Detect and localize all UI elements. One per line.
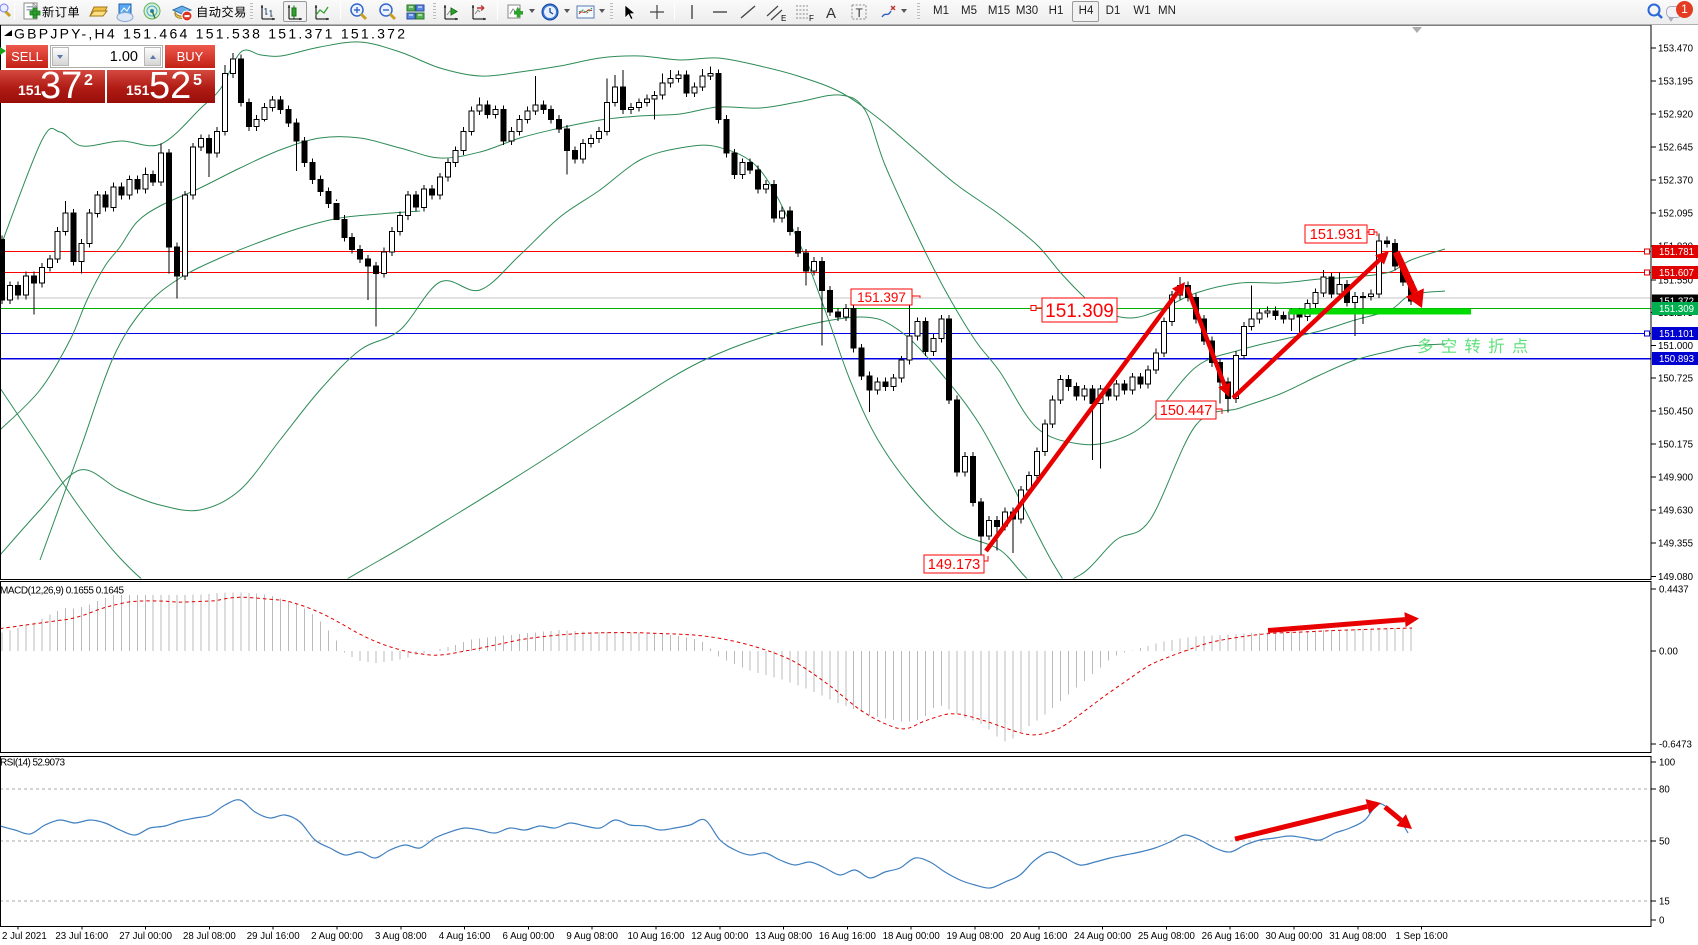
svg-text:151.309: 151.309 bbox=[1659, 304, 1694, 315]
svg-text:152.920: 152.920 bbox=[1658, 109, 1694, 120]
svg-text:19 Aug 08:00: 19 Aug 08:00 bbox=[946, 931, 1004, 942]
svg-text:24 Aug 00:00: 24 Aug 00:00 bbox=[1074, 931, 1132, 942]
svg-text:151.550: 151.550 bbox=[1658, 275, 1694, 286]
svg-text:151.000: 151.000 bbox=[1658, 341, 1694, 352]
svg-text:151.607: 151.607 bbox=[1659, 268, 1694, 279]
svg-text:T: T bbox=[856, 6, 864, 20]
svg-text:149.080: 149.080 bbox=[1658, 572, 1694, 583]
svg-text:31 Aug 08:00: 31 Aug 08:00 bbox=[1329, 931, 1387, 942]
svg-text:1 Sep 16:00: 1 Sep 16:00 bbox=[1395, 931, 1448, 942]
svg-text:152.370: 152.370 bbox=[1658, 175, 1694, 186]
svg-text:20 Aug 16:00: 20 Aug 16:00 bbox=[1010, 931, 1068, 942]
svg-text:30 Aug 00:00: 30 Aug 00:00 bbox=[1265, 931, 1323, 942]
svg-text:80: 80 bbox=[1659, 784, 1670, 795]
svg-text:A: A bbox=[826, 5, 836, 22]
svg-text:27 Jul 00:00: 27 Jul 00:00 bbox=[119, 931, 172, 942]
svg-text:F: F bbox=[809, 14, 814, 23]
svg-text:25 Aug 08:00: 25 Aug 08:00 bbox=[1138, 931, 1196, 942]
svg-text:152.095: 152.095 bbox=[1658, 208, 1693, 219]
svg-text:151.309: 151.309 bbox=[1045, 301, 1114, 322]
svg-text:153.470: 153.470 bbox=[1658, 43, 1694, 54]
svg-text:4 Aug 16:00: 4 Aug 16:00 bbox=[439, 931, 491, 942]
svg-text:149.900: 149.900 bbox=[1658, 472, 1694, 483]
svg-text:50: 50 bbox=[1659, 836, 1670, 847]
svg-text:0.00: 0.00 bbox=[1659, 646, 1678, 657]
svg-text:151.781: 151.781 bbox=[1659, 247, 1694, 258]
svg-text:26 Aug 16:00: 26 Aug 16:00 bbox=[1202, 931, 1260, 942]
svg-text:13 Aug 08:00: 13 Aug 08:00 bbox=[755, 931, 813, 942]
svg-text:150.450: 150.450 bbox=[1658, 406, 1694, 417]
svg-text:150.447: 150.447 bbox=[1160, 403, 1212, 419]
svg-text:GBPJPY-,H4 151.464 151.538 15: GBPJPY-,H4 151.464 151.538 151.371 151.3… bbox=[14, 26, 405, 42]
svg-text:-0.6473: -0.6473 bbox=[1659, 739, 1692, 750]
svg-text:E: E bbox=[781, 14, 786, 23]
svg-text:9 Aug 08:00: 9 Aug 08:00 bbox=[566, 931, 618, 942]
svg-text:15: 15 bbox=[1659, 896, 1670, 907]
svg-text:150.725: 150.725 bbox=[1658, 373, 1693, 384]
svg-text:151.931: 151.931 bbox=[1310, 227, 1362, 243]
svg-text:152.645: 152.645 bbox=[1658, 142, 1693, 153]
svg-text:0: 0 bbox=[1659, 915, 1665, 926]
svg-text:149.355: 149.355 bbox=[1658, 538, 1693, 549]
svg-text:10 Aug 16:00: 10 Aug 16:00 bbox=[627, 931, 685, 942]
svg-text:0.4437: 0.4437 bbox=[1659, 584, 1689, 595]
svg-text:150.175: 150.175 bbox=[1658, 439, 1693, 450]
svg-text:6 Aug 00:00: 6 Aug 00:00 bbox=[503, 931, 555, 942]
svg-text:149.173: 149.173 bbox=[928, 557, 980, 573]
svg-text:151.397: 151.397 bbox=[857, 290, 906, 305]
svg-text:150.893: 150.893 bbox=[1659, 354, 1694, 365]
svg-text:29 Jul 16:00: 29 Jul 16:00 bbox=[247, 931, 300, 942]
svg-text:3 Aug 08:00: 3 Aug 08:00 bbox=[375, 931, 427, 942]
svg-text:153.195: 153.195 bbox=[1658, 76, 1693, 87]
svg-text:2 Jul 2021: 2 Jul 2021 bbox=[2, 931, 47, 942]
svg-text:MACD(12,26,9) 0.1655 0.1645: MACD(12,26,9) 0.1655 0.1645 bbox=[0, 586, 124, 597]
svg-text:2 Aug 00:00: 2 Aug 00:00 bbox=[311, 931, 363, 942]
svg-text:18 Aug 00:00: 18 Aug 00:00 bbox=[883, 931, 941, 942]
svg-text:23 Jul 16:00: 23 Jul 16:00 bbox=[55, 931, 108, 942]
svg-text:151.101: 151.101 bbox=[1659, 329, 1694, 340]
svg-text:16 Aug 16:00: 16 Aug 16:00 bbox=[819, 931, 877, 942]
svg-text:12 Aug 00:00: 12 Aug 00:00 bbox=[691, 931, 749, 942]
svg-text:149.630: 149.630 bbox=[1658, 505, 1694, 516]
svg-text:28 Jul 08:00: 28 Jul 08:00 bbox=[183, 931, 236, 942]
svg-text:RSI(14) 52.9073: RSI(14) 52.9073 bbox=[0, 758, 65, 769]
svg-text:100: 100 bbox=[1659, 757, 1676, 768]
